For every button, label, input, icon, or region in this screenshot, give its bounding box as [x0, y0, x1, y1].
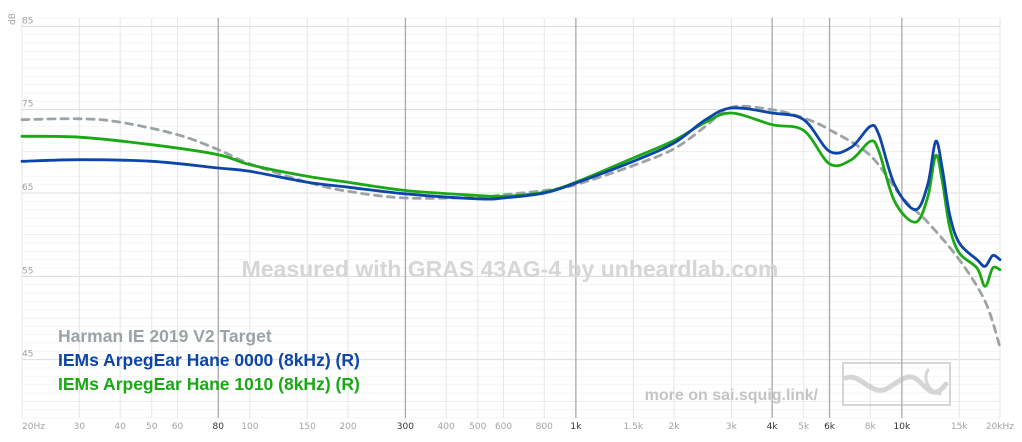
legend: Harman IE 2019 V2 Target IEMs ArpegEar H… [58, 326, 360, 394]
x-tick-label: 10k [894, 422, 911, 432]
curves [20, 104, 1002, 349]
legend-hane-1010[interactable]: IEMs ArpegEar Hane 1010 (8kHz) (R) [58, 374, 360, 394]
y-tick-label: 85 [22, 16, 33, 26]
squig-logo [842, 362, 951, 406]
y-axis-labels: 45 55 65 75 85 [22, 16, 33, 359]
x-tick-label: 200 [339, 422, 356, 432]
x-tick-label: 15k [951, 422, 968, 432]
x-tick-label: 6k [824, 422, 836, 432]
y-tick-label: 75 [22, 100, 33, 110]
y-tick-label: 45 [22, 350, 33, 360]
x-tick-label: 5k [798, 422, 810, 432]
x-tick-label: 500 [469, 422, 486, 432]
watermark: Measured with GRAS 43AG-4 by unheardlab.… [242, 256, 779, 282]
x-tick-label: 300 [397, 422, 414, 432]
y-tick-label: 65 [22, 183, 33, 193]
credit-link[interactable]: more on sai.squig.link/ [645, 387, 819, 404]
legend-target[interactable]: Harman IE 2019 V2 Target [58, 326, 272, 346]
y-unit-label: dB [8, 13, 18, 25]
x-tick-label: 50 [146, 422, 158, 432]
y-tick-label: 55 [22, 266, 33, 276]
x-tick-label: 30 [74, 422, 86, 432]
x-tick-label: 1.5k [624, 422, 644, 432]
x-tick-label: 60 [172, 422, 184, 432]
x-tick-label: 2k [669, 422, 681, 432]
x-tick-label: 40 [114, 422, 126, 432]
x-axis-labels: 20Hz 30 40 50 60 80 100 150 200 300 400 500 600 800 1k… [22, 422, 1014, 432]
x-tick-label: 400 [438, 422, 455, 432]
x-tick-label: 4k [767, 422, 779, 432]
x-tick-label: 600 [495, 422, 512, 432]
hane-1010-curve [20, 111, 1002, 288]
x-tick-label: 150 [299, 422, 316, 432]
legend-hane-0000[interactable]: IEMs ArpegEar Hane 0000 (8kHz) (R) [58, 350, 360, 370]
x-tick-label: 1k [570, 422, 582, 432]
x-tick-label: 100 [241, 422, 258, 432]
hane-0000-curve [20, 106, 1002, 268]
x-tick-label: 20kHz [986, 422, 1014, 432]
x-tick-label: 800 [536, 422, 553, 432]
x-tick-label: 20Hz [22, 422, 45, 432]
grid [21, 17, 1001, 419]
x-tick-label: 3k [726, 422, 738, 432]
x-tick-label: 8k [865, 422, 877, 432]
x-tick-label: 80 [213, 422, 225, 432]
